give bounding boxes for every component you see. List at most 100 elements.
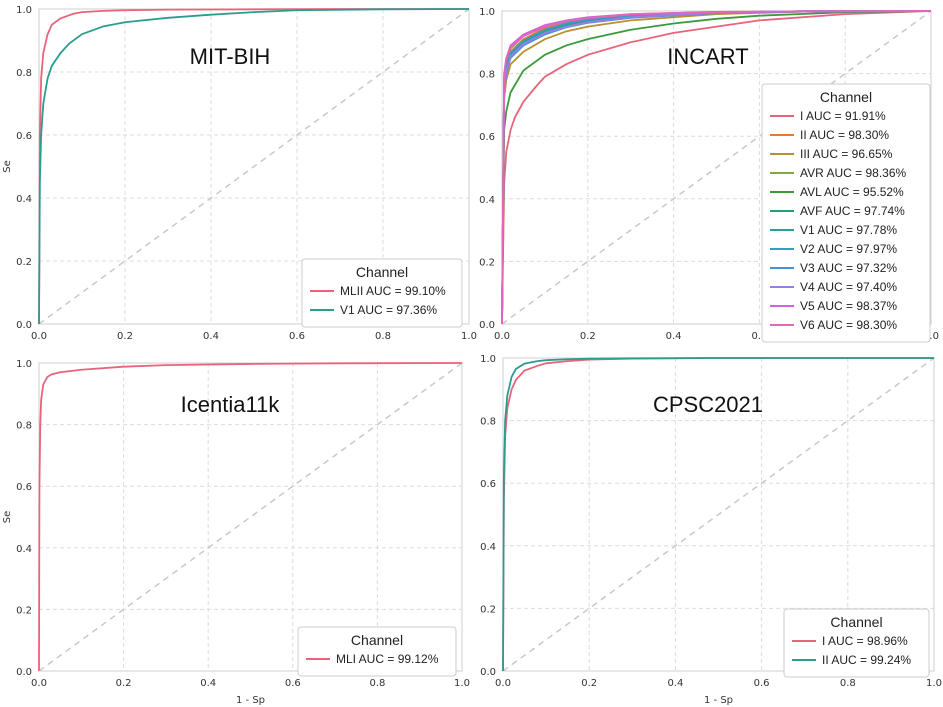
legend: Channel MLI AUC = 99.12%	[297, 626, 457, 677]
x-tick-label: 0.8	[375, 331, 391, 342]
y-tick-label: 0.8	[16, 421, 32, 432]
plot-frame	[501, 10, 932, 325]
roc-curve-0	[501, 10, 932, 325]
legend-title: Channel	[830, 614, 882, 630]
legend-entry: I AUC = 98.96%	[822, 634, 908, 648]
x-tick-label: 1.0	[461, 331, 477, 342]
x-tick-label: 0.2	[117, 331, 133, 342]
chance-diagonal	[501, 10, 932, 325]
y-tick-label: 0.6	[479, 132, 495, 143]
x-tick-label: 0.6	[751, 331, 767, 342]
roc-curve-0	[38, 8, 469, 325]
y-axis-label: Se	[2, 511, 13, 524]
y-tick-label: 1.0	[479, 7, 495, 18]
legend: Channel MLII AUC = 99.10% V1 AUC = 97.36%	[301, 258, 463, 328]
panel-title: Icentia11k	[181, 392, 281, 417]
chance-diagonal	[38, 8, 470, 325]
legend-title: Channel	[820, 89, 872, 105]
legend-box	[297, 626, 457, 677]
x-tick-label: 0.6	[289, 331, 305, 342]
legend-entry: II AUC = 99.24%	[822, 653, 911, 667]
panel-title: INCART	[667, 44, 749, 69]
y-tick-label: 0.4	[16, 194, 32, 205]
roc-curve-11	[501, 10, 932, 325]
legend-entry: AVL AUC = 95.52%	[800, 185, 904, 199]
panel-title: MIT-BIH	[190, 44, 271, 69]
x-axis-label: 1 - Sp	[236, 695, 265, 706]
x-tick-label: 0.8	[840, 678, 856, 689]
y-tick-label: 0.8	[480, 417, 496, 428]
y-tick-label: 0.0	[480, 667, 496, 678]
panel-2: 0.0 0.2 0.4 0.6 0.8 1.0 0.0 0.2 0.4 0.6 0.8 1.0 Se 1 …	[2, 359, 470, 706]
legend-box	[301, 258, 463, 328]
y-tick-label: 0.6	[16, 131, 32, 142]
x-tick-label: 0.4	[666, 331, 682, 342]
x-tick-label: 0.0	[495, 678, 511, 689]
legend-entry: V5 AUC = 98.37%	[800, 299, 897, 313]
legend-entry: V4 AUC = 97.40%	[800, 280, 897, 294]
y-tick-label: 0.2	[479, 257, 495, 268]
x-tick-label: 0.8	[369, 678, 385, 689]
y-tick-label: 1.0	[16, 359, 32, 370]
panel-3: 0.0 0.2 0.4 0.6 0.8 1.0 0.0 0.2 0.4 0.6 0.8 1.0 1 - …	[480, 354, 942, 706]
legend-entry: V3 AUC = 97.32%	[800, 261, 897, 275]
x-tick-label: 1.0	[923, 331, 939, 342]
y-tick-label: 0.4	[16, 544, 32, 555]
legend-title: Channel	[351, 632, 403, 648]
x-tick-label: 0.2	[580, 331, 596, 342]
y-tick-label: 1.0	[16, 5, 32, 16]
x-tick-label: 0.0	[494, 331, 510, 342]
legend: Channel I AUC = 91.91% II AUC = 98.30% III …	[761, 83, 931, 343]
x-axis-label: 1 - Sp	[704, 695, 733, 706]
y-tick-label: 0.8	[16, 68, 32, 79]
roc-curve-1	[502, 357, 934, 672]
x-tick-label: 0.6	[754, 678, 770, 689]
y-tick-label: 0.6	[16, 482, 32, 493]
panel-0: 0.0 0.2 0.4 0.6 0.8 1.0 0.0 0.2 0.4 0.6 0.8 1.0 Se MI…	[2, 5, 477, 342]
y-tick-label: 0.2	[16, 605, 32, 616]
y-tick-label: 0.6	[480, 479, 496, 490]
y-tick-label: 0.0	[16, 667, 32, 678]
x-tick-label: 0.4	[203, 331, 219, 342]
legend-box	[761, 83, 931, 343]
legend-entry: II AUC = 98.30%	[800, 128, 889, 142]
roc-curve-1	[38, 8, 470, 325]
roc-curve-4	[501, 10, 932, 325]
x-tick-label: 0.0	[31, 331, 47, 342]
y-tick-label: 0.0	[479, 320, 495, 331]
x-tick-label: 1.0	[454, 678, 470, 689]
legend-title: Channel	[356, 264, 408, 280]
x-tick-label: 1.0	[926, 678, 942, 689]
legend-entry: MLI AUC = 99.12%	[336, 652, 439, 666]
legend-entry: III AUC = 96.65%	[800, 147, 893, 161]
legend-entry: V1 AUC = 97.36%	[340, 303, 437, 317]
y-tick-label: 0.2	[16, 257, 32, 268]
y-tick-label: 0.4	[480, 542, 496, 553]
x-tick-label: 0.4	[667, 678, 683, 689]
x-tick-label: 0.2	[581, 678, 597, 689]
legend-entry: V6 AUC = 98.30%	[800, 318, 897, 332]
legend-entry: V2 AUC = 97.97%	[800, 242, 897, 256]
legend-entry: I AUC = 91.91%	[800, 109, 886, 123]
legend-box	[783, 608, 930, 678]
y-tick-label: 0.0	[16, 320, 32, 331]
x-tick-label: 0.0	[31, 678, 47, 689]
panel-1: 0.00.20.40.60.81.00.00.20.40.60.81.0INCA…	[479, 7, 939, 343]
y-axis-label: Se	[2, 160, 13, 173]
chance-diagonal	[502, 357, 935, 672]
x-tick-label: 0.6	[285, 678, 301, 689]
roc-curve-0	[38, 362, 463, 672]
y-tick-label: 0.4	[479, 195, 495, 206]
x-tick-label: 0.2	[116, 678, 132, 689]
legend-entry: MLII AUC = 99.10%	[340, 284, 446, 298]
legend-entry: AVF AUC = 97.74%	[800, 204, 905, 218]
x-tick-label: 0.4	[200, 678, 216, 689]
legend-entry: V1 AUC = 97.78%	[800, 223, 897, 237]
panel-title: CPSC2021	[653, 392, 763, 417]
legend: Channel I AUC = 98.96% II AUC = 99.24%	[783, 608, 930, 678]
y-tick-label: 0.2	[480, 604, 496, 615]
legend-entry: AVR AUC = 98.36%	[800, 166, 906, 180]
y-tick-label: 1.0	[480, 354, 496, 365]
y-tick-label: 0.8	[479, 70, 495, 81]
